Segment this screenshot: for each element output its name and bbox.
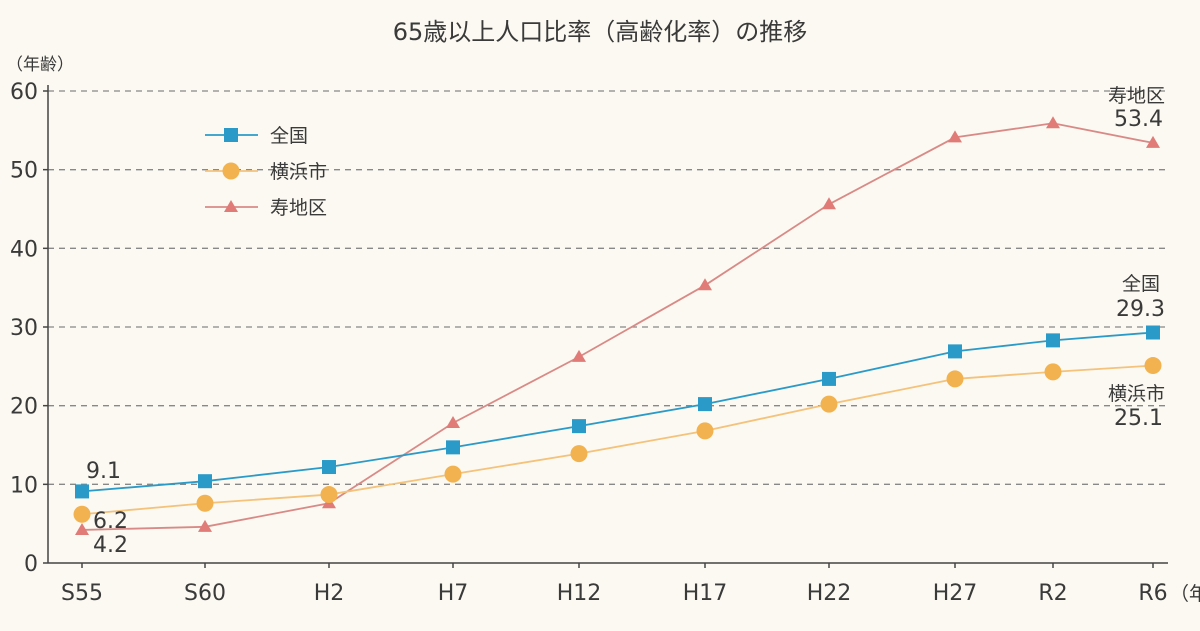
y-tick-label: 0 [24, 552, 38, 577]
series-line [81, 364, 1154, 516]
x-tick-label: H17 [683, 581, 728, 606]
data-point [1046, 333, 1060, 348]
y-tick-label: 40 [10, 237, 38, 262]
legend-marker [224, 128, 238, 142]
annotation-zenkoku-start: 9.1 [86, 459, 121, 484]
data-point [1046, 116, 1060, 129]
data-point [196, 494, 214, 512]
data-point [822, 371, 836, 386]
series-line [81, 122, 1154, 531]
legend-marker [224, 200, 238, 212]
data-point [444, 465, 462, 483]
y-tick-label: 20 [10, 395, 38, 420]
legend-marker [222, 162, 240, 180]
data-point [696, 422, 714, 440]
x-tick-label: R6 [1138, 581, 1167, 606]
data-point [1146, 325, 1160, 340]
data-point [446, 440, 460, 455]
data-point [698, 397, 712, 412]
series-2 [75, 116, 1160, 535]
series-line [81, 331, 1154, 493]
data-point [73, 505, 91, 523]
data-point [948, 130, 962, 143]
y-axis-label: （年齢） [6, 55, 74, 75]
data-point [1044, 363, 1062, 381]
data-point [446, 415, 460, 428]
legend-label: 寿地区 [270, 197, 327, 219]
y-tick-label: 30 [10, 316, 38, 341]
series-1 [73, 357, 1162, 523]
x-tick-label: S55 [61, 581, 103, 606]
data-point [946, 370, 964, 388]
data-point [322, 460, 336, 475]
annotation-kotobuki-name: 寿地区 [1108, 85, 1165, 107]
x-tick-label: R2 [1038, 581, 1067, 606]
x-tick-label: H2 [314, 581, 345, 606]
data-point [822, 197, 836, 210]
legend-label: 全国 [270, 125, 308, 147]
y-tick-label: 10 [10, 473, 38, 498]
legend-label: 横浜市 [270, 161, 327, 183]
x-tick-label: H12 [557, 581, 602, 606]
data-point [572, 349, 586, 362]
data-point [75, 522, 89, 535]
data-point [570, 445, 588, 463]
data-point [698, 278, 712, 291]
data-point [948, 344, 962, 359]
x-tick-label: H22 [807, 581, 852, 606]
x-tick-label: H7 [438, 581, 469, 606]
x-axis-label: （年） [1170, 583, 1200, 605]
data-point [820, 395, 838, 413]
annotation-yokohama-name: 横浜市 [1108, 383, 1165, 405]
annotation-kotobuki-value: 53.4 [1114, 107, 1163, 132]
data-point [75, 484, 89, 499]
series-0 [75, 325, 1160, 499]
x-tick-label: H27 [933, 581, 978, 606]
annotation-kotobuki-start: 4.2 [93, 533, 128, 558]
annotation-yokohama-start: 6.2 [93, 509, 128, 534]
data-point [198, 519, 212, 532]
data-point [572, 419, 586, 434]
x-tick-label: S60 [184, 581, 226, 606]
data-point [1144, 357, 1162, 375]
data-point [320, 486, 338, 504]
y-tick-label: 50 [10, 159, 38, 184]
data-point [1146, 135, 1160, 148]
annotation-zenkoku-value: 29.3 [1116, 297, 1165, 322]
chart-title: 65歳以上人口比率（高齢化率）の推移 [393, 18, 808, 46]
annotation-yokohama-value: 25.1 [1114, 406, 1163, 431]
y-tick-label: 60 [10, 80, 38, 105]
annotation-zenkoku-name: 全国 [1122, 273, 1160, 295]
data-point [198, 474, 212, 489]
